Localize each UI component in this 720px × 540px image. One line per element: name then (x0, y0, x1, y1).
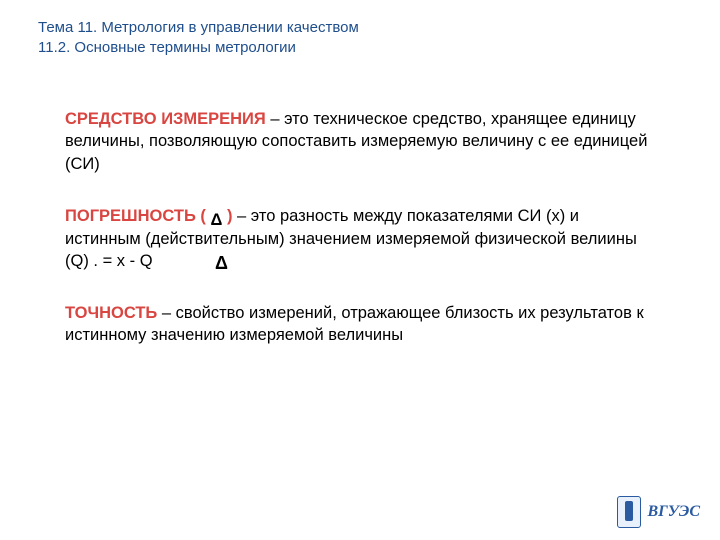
term-2-b: ) (222, 207, 232, 225)
term-2-a: ПОГРЕШНОСТЬ ( (65, 207, 211, 225)
header-line-2: 11.2. Основные термины метрологии (38, 38, 359, 58)
paragraph-1: СРЕДСТВО ИЗМЕРЕНИЯ – это техническое сре… (65, 108, 655, 175)
delta-symbol-floating: Δ (215, 251, 228, 275)
term-3: ТОЧНОСТЬ (65, 304, 157, 322)
slide-body: СРЕДСТВО ИЗМЕРЕНИЯ – это техническое сре… (65, 108, 655, 377)
paragraph-3: ТОЧНОСТЬ – свойство измерений, отражающе… (65, 302, 655, 347)
slide-header: Тема 11. Метрология в управлении качеств… (38, 18, 359, 59)
delta-symbol-inline: Δ (211, 209, 223, 231)
term-1: СРЕДСТВО ИЗМЕРЕНИЯ (65, 110, 266, 128)
paragraph-2: ПОГРЕШНОСТЬ ( Δ ) – это разность между п… (65, 205, 655, 272)
logo-text: ВГУЭС (647, 503, 700, 521)
logo-icon (617, 496, 641, 528)
footer-logo: ВГУЭС (617, 496, 700, 528)
header-line-1: Тема 11. Метрология в управлении качеств… (38, 18, 359, 38)
